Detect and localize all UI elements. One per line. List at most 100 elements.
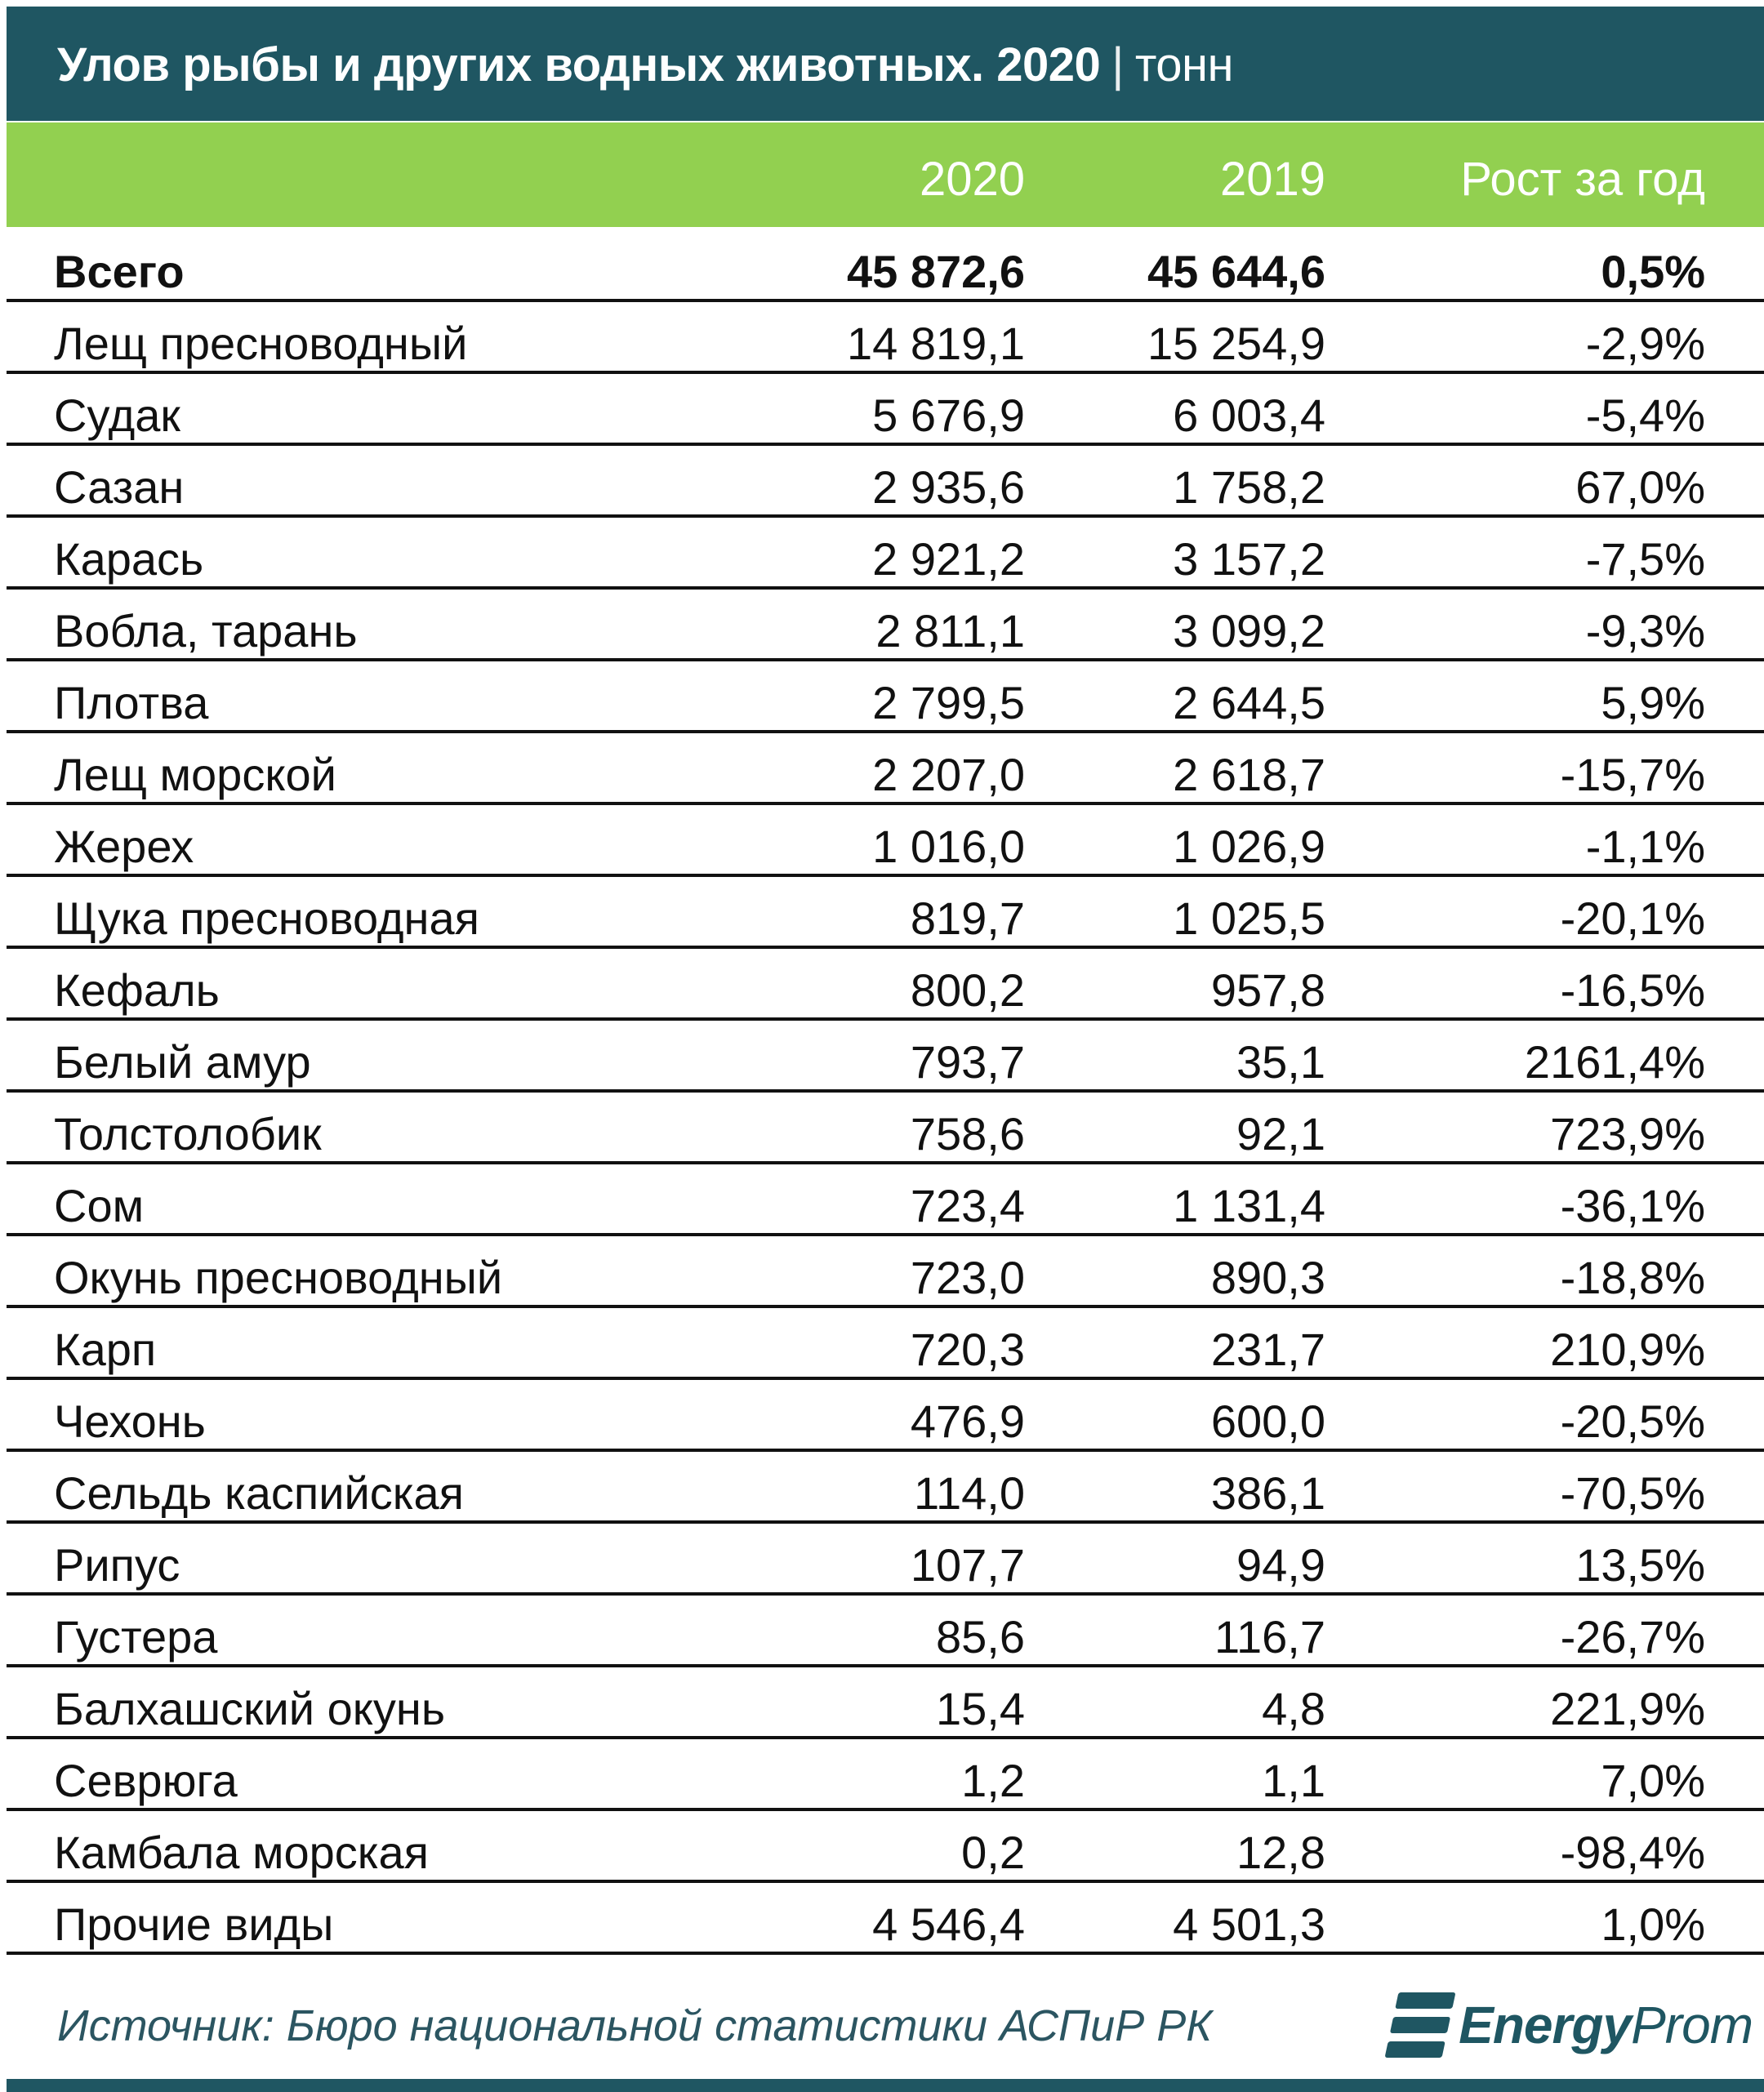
row-name: Всего (54, 246, 185, 297)
row-growth: 210,9% (1550, 1324, 1705, 1375)
row-growth: 221,9% (1550, 1683, 1705, 1734)
row-value-2019: 957,8 (1210, 964, 1325, 1016)
row-name: Прочие виды (54, 1898, 334, 1950)
row-value-2020: 114,0 (914, 1467, 1025, 1519)
row-value-2019: 116,7 (1214, 1611, 1325, 1662)
row-value-2020: 5 676,9 (872, 389, 1025, 441)
row-name: Жерех (54, 821, 194, 872)
row-name: Сельдь каспийская (54, 1467, 464, 1519)
row-value-2020: 723,4 (910, 1180, 1025, 1231)
title-separator: | (1111, 38, 1124, 91)
row-name: Судак (54, 389, 180, 441)
row-value-2019: 4,8 (1262, 1683, 1325, 1734)
row-growth: -36,1% (1560, 1180, 1705, 1231)
data-table: Всего 45 872,6 45 644,6 0,5% Лещ пресноводны… (7, 230, 1764, 1955)
row-growth: 723,9% (1550, 1108, 1705, 1160)
row-growth: -5,4% (1585, 389, 1705, 441)
row-value-2020: 15,4 (936, 1683, 1025, 1734)
row-value-2020: 2 207,0 (872, 749, 1025, 800)
table-row: Карась 2 921,2 3 157,2 -7,5% (7, 518, 1764, 590)
table-row: Сазан 2 935,6 1 758,2 67,0% (7, 446, 1764, 518)
row-name: Плотва (54, 677, 209, 728)
table-row: Толстолобик 758,6 92,1 723,9% (7, 1093, 1764, 1164)
row-value-2019: 94,9 (1236, 1539, 1325, 1591)
row-growth: -98,4% (1560, 1827, 1705, 1878)
row-value-2019: 12,8 (1236, 1827, 1325, 1878)
table-row: Сельдь каспийская 114,0 386,1 -70,5% (7, 1452, 1764, 1524)
title-band: Улов рыбы и других водных животных. 2020… (7, 7, 1764, 121)
row-value-2020: 85,6 (936, 1611, 1025, 1662)
row-growth: -1,1% (1585, 821, 1705, 872)
row-value-2020: 819,7 (910, 892, 1025, 944)
row-name: Густера (54, 1611, 218, 1662)
table-row: Сом 723,4 1 131,4 -36,1% (7, 1164, 1764, 1236)
row-value-2019: 1 025,5 (1173, 892, 1325, 944)
row-name: Лещ пресноводный (54, 318, 468, 369)
logo-text-bold: Energy (1459, 1996, 1632, 2054)
row-growth: -70,5% (1560, 1467, 1705, 1519)
row-name: Толстолобик (54, 1108, 322, 1160)
row-name: Белый амур (54, 1036, 311, 1088)
row-name: Рипус (54, 1539, 180, 1591)
row-growth: 67,0% (1575, 461, 1705, 513)
row-growth: -26,7% (1560, 1611, 1705, 1662)
header-growth: Рост за год (1460, 153, 1705, 206)
row-value-2020: 4 546,4 (872, 1898, 1025, 1950)
row-value-2020: 1,2 (961, 1755, 1025, 1806)
row-growth: 1,0% (1601, 1898, 1705, 1950)
row-growth: -20,1% (1560, 892, 1705, 944)
row-value-2020: 793,7 (910, 1036, 1025, 1088)
row-value-2020: 723,0 (910, 1252, 1025, 1303)
row-value-2020: 2 921,2 (872, 533, 1025, 585)
table-row: Карп 720,3 231,7 210,9% (7, 1308, 1764, 1380)
table-row: Севрюга 1,2 1,1 7,0% (7, 1739, 1764, 1811)
row-value-2019: 2 644,5 (1173, 677, 1325, 728)
header-2020: 2020 (919, 153, 1025, 206)
row-value-2019: 600,0 (1210, 1395, 1325, 1447)
row-value-2020: 45 872,6 (847, 246, 1025, 297)
table-title: Улов рыбы и других водных животных. 2020… (57, 38, 1234, 92)
header-2019: 2019 (1219, 153, 1325, 206)
row-name: Лещ морской (54, 749, 336, 800)
row-value-2019: 231,7 (1210, 1324, 1325, 1375)
table-row: Рипус 107,7 94,9 13,5% (7, 1524, 1764, 1596)
row-value-2019: 1 131,4 (1173, 1180, 1325, 1231)
row-value-2020: 0,2 (961, 1827, 1025, 1878)
table-row: Чехонь 476,9 600,0 -20,5% (7, 1380, 1764, 1452)
footer: Источник: Бюро национальной статистики А… (7, 1971, 1764, 2074)
source-note: Источник: Бюро национальной статистики А… (57, 2001, 1213, 2050)
table-row: Судак 5 676,9 6 003,4 -5,4% (7, 374, 1764, 446)
table-row: Кефаль 800,2 957,8 -16,5% (7, 949, 1764, 1021)
row-growth: 7,0% (1601, 1755, 1705, 1806)
row-growth: 13,5% (1575, 1539, 1705, 1591)
row-value-2019: 3 099,2 (1173, 605, 1325, 657)
row-value-2020: 14 819,1 (847, 318, 1025, 369)
energyprom-logo: EnergyProm (1384, 1992, 1753, 2058)
row-name: Чехонь (54, 1395, 206, 1447)
row-value-2019: 92,1 (1236, 1108, 1325, 1160)
row-growth: -9,3% (1585, 605, 1705, 657)
row-value-2020: 720,3 (910, 1324, 1025, 1375)
row-value-2020: 2 935,6 (872, 461, 1025, 513)
row-value-2019: 890,3 (1210, 1252, 1325, 1303)
table-row: Плотва 2 799,5 2 644,5 5,9% (7, 661, 1764, 733)
row-value-2019: 386,1 (1210, 1467, 1325, 1519)
row-name: Сазан (54, 461, 185, 513)
row-name: Вобла, тарань (54, 605, 358, 657)
row-value-2020: 758,6 (910, 1108, 1025, 1160)
row-growth: -18,8% (1560, 1252, 1705, 1303)
table-row: Густера 85,6 116,7 -26,7% (7, 1596, 1764, 1667)
table-row: Вобла, тарань 2 811,1 3 099,2 -9,3% (7, 590, 1764, 661)
row-name: Карась (54, 533, 204, 585)
table-row: Прочие виды 4 546,4 4 501,3 1,0% (7, 1883, 1764, 1955)
row-name: Окунь пресноводный (54, 1252, 503, 1303)
row-value-2020: 476,9 (910, 1395, 1025, 1447)
logo-text-light: Prom (1631, 1996, 1753, 2054)
row-value-2019: 15 254,9 (1147, 318, 1325, 369)
row-growth: -2,9% (1585, 318, 1705, 369)
table-row: Лещ пресноводный 14 819,1 15 254,9 -2,9% (7, 302, 1764, 374)
row-name: Балхашский окунь (54, 1683, 446, 1734)
table-row: Балхашский окунь 15,4 4,8 221,9% (7, 1667, 1764, 1739)
table-row: Белый амур 793,7 35,1 2161,4% (7, 1021, 1764, 1093)
row-name: Карп (54, 1324, 157, 1375)
